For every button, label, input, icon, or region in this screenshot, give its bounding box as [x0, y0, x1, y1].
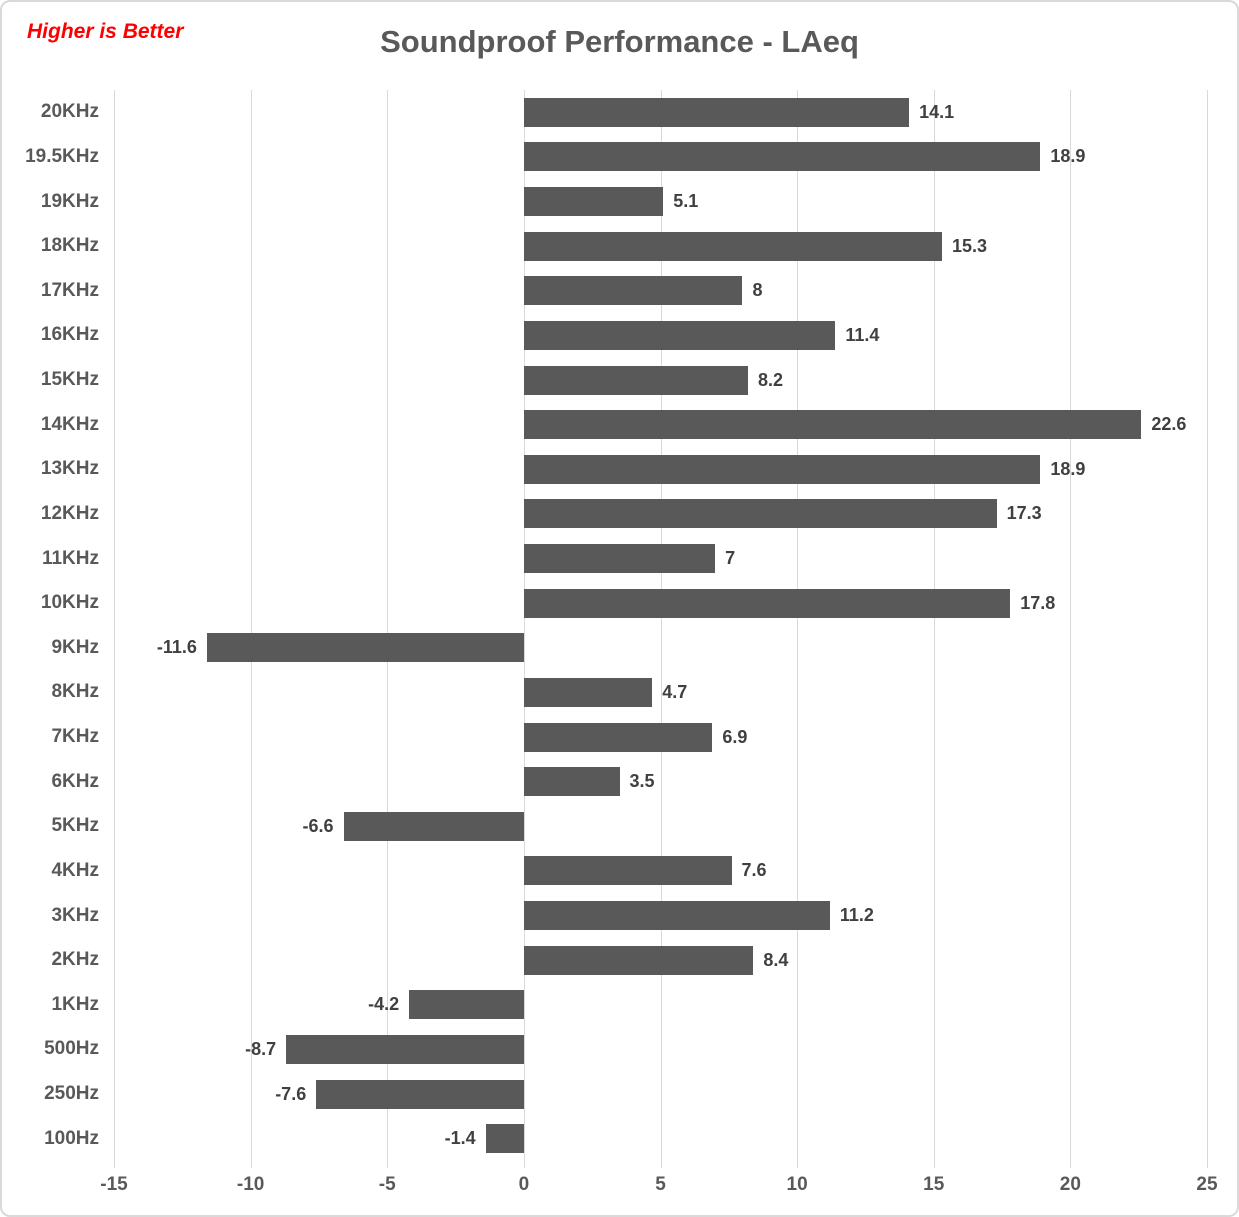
bar	[523, 945, 754, 975]
x-tick-label: -10	[236, 1174, 265, 1195]
gridline	[114, 90, 115, 1168]
bar	[523, 722, 713, 752]
category-label: 250Hz	[44, 1083, 99, 1105]
category-label: 11KHz	[41, 547, 99, 569]
value-label: 17.3	[1006, 503, 1042, 524]
bar	[316, 1079, 524, 1109]
category-label: 5KHz	[51, 815, 99, 837]
value-label: -4.2	[368, 994, 400, 1015]
bar	[523, 410, 1142, 440]
category-label: 4KHz	[51, 859, 99, 881]
bar	[523, 588, 1011, 618]
higher-is-better-note: Higher is Better	[27, 20, 184, 43]
bar	[523, 499, 997, 529]
category-label: 14KHz	[40, 413, 99, 435]
category-label: 7KHz	[51, 726, 99, 748]
value-label: 8	[752, 280, 763, 301]
value-label: 11.4	[845, 324, 880, 345]
bar	[523, 767, 620, 797]
value-label: 17.8	[1020, 592, 1056, 613]
gridline	[933, 90, 935, 1168]
bar	[523, 320, 836, 350]
category-label: 17KHz	[40, 279, 99, 301]
category-label: 19KHz	[40, 190, 99, 212]
gridline	[523, 90, 525, 1168]
value-label: -11.6	[156, 637, 197, 658]
bar	[523, 856, 732, 886]
category-label: 18KHz	[40, 235, 99, 257]
category-label: 9KHz	[51, 636, 99, 658]
bar	[523, 142, 1041, 172]
category-label: 12KHz	[40, 502, 99, 524]
category-label: 100Hz	[44, 1127, 99, 1149]
value-label: -6.6	[302, 815, 334, 836]
value-label: 18.9	[1050, 146, 1086, 167]
category-label: 500Hz	[44, 1038, 99, 1060]
value-label: 8.2	[757, 369, 783, 390]
bar	[409, 990, 524, 1020]
value-label: 7.6	[741, 860, 767, 881]
gridline	[1207, 90, 1208, 1168]
value-label: 14.1	[919, 101, 955, 122]
category-label: 13KHz	[40, 458, 99, 480]
gridline	[660, 90, 662, 1168]
bar	[523, 365, 748, 395]
category-label: 2KHz	[51, 949, 99, 971]
gridline	[797, 90, 799, 1168]
value-label: 4.7	[662, 681, 688, 702]
x-tick-label: 20	[1059, 1174, 1081, 1195]
x-axis-labels: -15 -10 -5 0 5 10 15 20 25	[100, 1174, 1217, 1204]
category-label: 10KHz	[40, 592, 99, 614]
value-label: 7	[725, 548, 736, 569]
x-tick-label: -5	[378, 1174, 396, 1195]
value-label: 18.9	[1050, 458, 1086, 479]
bar	[286, 1034, 524, 1064]
y-axis-labels: 20KHz 19.5KHz 19KHz 18KHz 17KHz 16KHz 15KHz 14K…	[2, 90, 99, 1161]
bar	[523, 544, 716, 574]
value-label: -1.4	[444, 1128, 476, 1149]
bar	[485, 1124, 524, 1154]
bar	[523, 187, 664, 217]
category-label: 20KHz	[40, 101, 99, 123]
gridline	[1070, 90, 1072, 1168]
category-label: 1KHz	[51, 993, 99, 1015]
gridline	[387, 90, 389, 1168]
chart-title: Soundproof Performance - LAeq	[380, 24, 859, 59]
x-tick-label: -15	[100, 1174, 128, 1195]
x-tick-label: 15	[923, 1174, 945, 1195]
bar	[523, 276, 743, 306]
value-label: 3.5	[629, 771, 655, 792]
bar	[523, 677, 653, 707]
value-label: 15.3	[951, 235, 987, 256]
bar	[523, 454, 1041, 484]
category-label: 6KHz	[51, 770, 99, 792]
value-label: 6.9	[722, 726, 748, 747]
category-label: 19.5KHz	[25, 145, 99, 167]
value-label: -7.6	[275, 1083, 307, 1104]
category-label: 16KHz	[40, 324, 99, 346]
bar	[343, 811, 524, 841]
category-label: 3KHz	[51, 904, 99, 926]
x-tick-label: 5	[655, 1174, 666, 1195]
x-tick-label: 25	[1196, 1174, 1218, 1195]
bar	[523, 901, 830, 931]
category-label: 8KHz	[51, 681, 99, 703]
value-label: 11.2	[839, 905, 874, 926]
value-label: 8.4	[763, 949, 789, 970]
value-label: 5.1	[673, 191, 699, 212]
bar	[523, 97, 910, 127]
bar	[206, 633, 524, 663]
x-tick-label: 0	[518, 1174, 530, 1195]
plot-area: 14.1 18.9 5.1 15.3 8 11.4 8.2 22.6 18.9 17.3 7 17.8…	[114, 90, 1208, 1168]
category-label: 15KHz	[40, 369, 99, 391]
x-tick-label: 10	[786, 1174, 808, 1195]
value-label: -8.7	[245, 1038, 277, 1059]
bar	[523, 231, 942, 261]
gridline	[250, 90, 252, 1168]
value-label: 22.6	[1151, 414, 1187, 435]
